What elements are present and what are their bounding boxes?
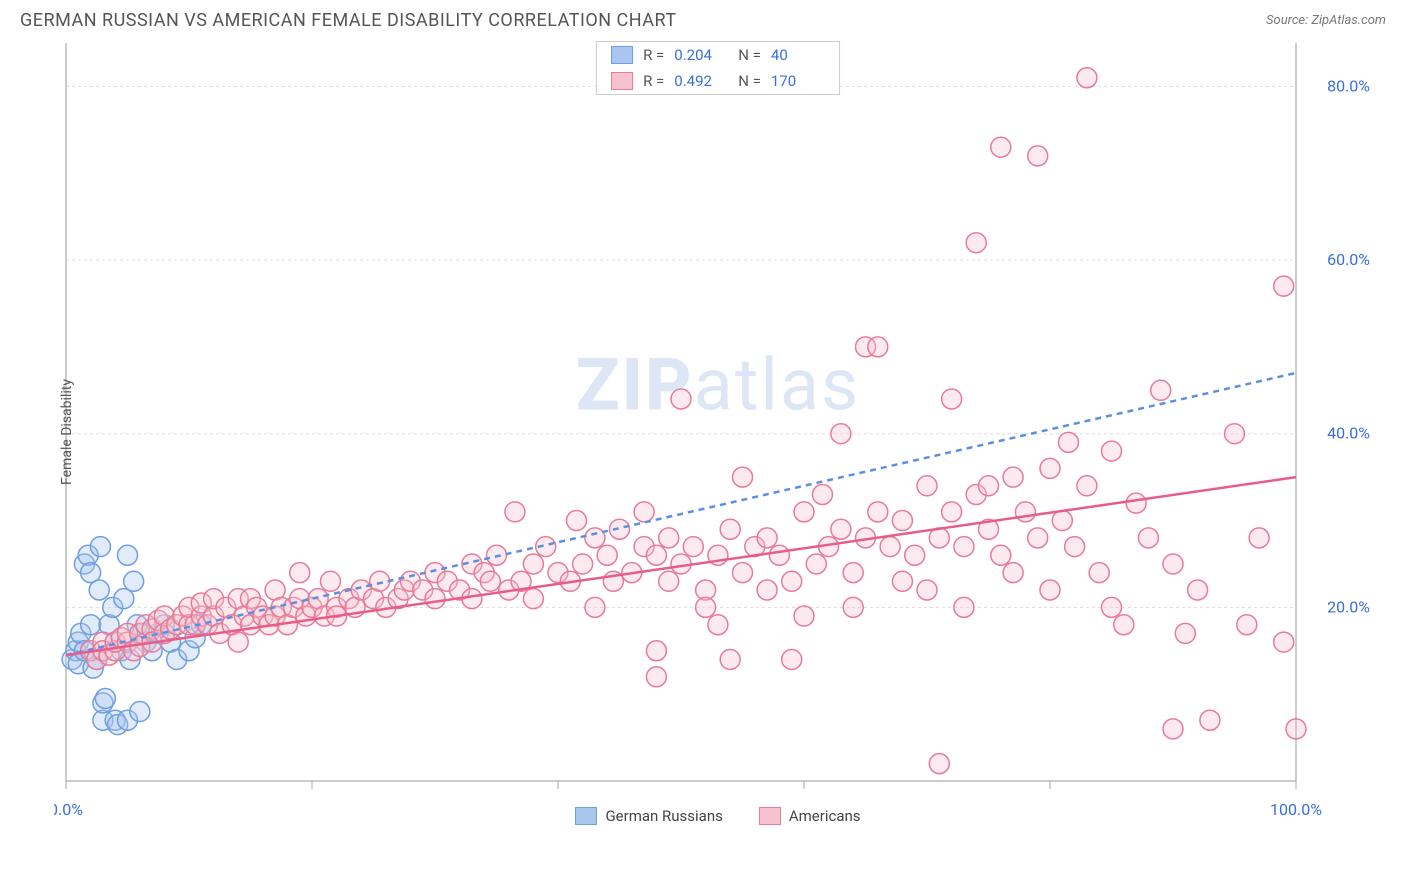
legend-item-americans: Americans — [759, 807, 861, 825]
legend-item-german-russians: German Russians — [575, 807, 722, 825]
legend-r-label: R = — [643, 46, 664, 64]
legend-n-label: N = — [738, 72, 761, 90]
svg-text:40.0%: 40.0% — [1327, 424, 1370, 443]
legend-correlation-box: R = 0.204 N = 40 R = 0.492 N = 170 — [596, 41, 840, 95]
chart-source: Source: ZipAtlas.com — [1266, 13, 1386, 28]
scatter-chart: 20.0%40.0%60.0%80.0%0.0%100.0% — [54, 37, 1382, 827]
legend-swatch-icon — [575, 807, 597, 825]
legend-swatch-icon — [759, 807, 781, 825]
legend-series-label: German Russians — [605, 807, 722, 825]
legend-r-value: 0.492 — [674, 72, 728, 90]
legend-series-label: Americans — [789, 807, 861, 825]
legend-row-german-russians: R = 0.204 N = 40 — [597, 42, 839, 68]
chart-header: GERMAN RUSSIAN VS AMERICAN FEMALE DISABI… — [0, 0, 1406, 37]
legend-swatch-icon — [611, 72, 633, 90]
legend-n-label: N = — [738, 46, 761, 64]
legend-n-value: 170 — [771, 72, 825, 90]
svg-text:60.0%: 60.0% — [1327, 250, 1370, 269]
legend-r-value: 0.204 — [674, 46, 728, 64]
legend-row-americans: R = 0.492 N = 170 — [597, 68, 839, 94]
legend-r-label: R = — [643, 72, 664, 90]
legend-series-bottom: German Russians Americans — [54, 807, 1382, 825]
y-axis-label: Female Disability — [59, 379, 75, 485]
legend-n-value: 40 — [771, 46, 825, 64]
legend-swatch-icon — [611, 46, 633, 64]
chart-title: GERMAN RUSSIAN VS AMERICAN FEMALE DISABI… — [20, 10, 677, 31]
svg-text:80.0%: 80.0% — [1327, 76, 1370, 95]
plot-area: Female Disability ZIPatlas 20.0%40.0%60.… — [54, 37, 1382, 827]
svg-text:20.0%: 20.0% — [1327, 597, 1370, 616]
